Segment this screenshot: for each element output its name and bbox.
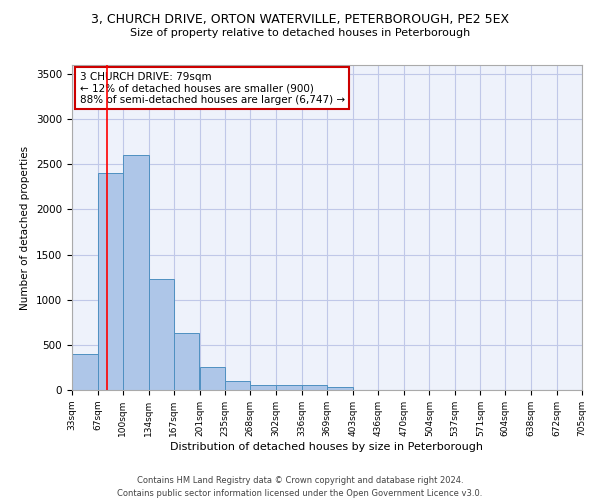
Text: 3 CHURCH DRIVE: 79sqm
← 12% of detached houses are smaller (900)
88% of semi-det: 3 CHURCH DRIVE: 79sqm ← 12% of detached …: [80, 72, 345, 104]
Text: Contains HM Land Registry data © Crown copyright and database right 2024.
Contai: Contains HM Land Registry data © Crown c…: [118, 476, 482, 498]
Bar: [173, 333, 199, 390]
Bar: [226, 381, 250, 390]
X-axis label: Distribution of detached houses by size in Peterborough: Distribution of detached houses by size …: [170, 442, 484, 452]
Bar: [123, 156, 149, 390]
Y-axis label: Number of detached properties: Number of detached properties: [20, 146, 31, 310]
Bar: [250, 384, 276, 390]
Bar: [149, 279, 173, 390]
Bar: [276, 385, 302, 390]
Bar: [98, 174, 123, 390]
Text: 3, CHURCH DRIVE, ORTON WATERVILLE, PETERBOROUGH, PE2 5EX: 3, CHURCH DRIVE, ORTON WATERVILLE, PETER…: [91, 12, 509, 26]
Bar: [302, 386, 327, 390]
Text: Size of property relative to detached houses in Peterborough: Size of property relative to detached ho…: [130, 28, 470, 38]
Bar: [72, 354, 98, 390]
Bar: [327, 387, 353, 390]
Bar: [199, 368, 226, 390]
